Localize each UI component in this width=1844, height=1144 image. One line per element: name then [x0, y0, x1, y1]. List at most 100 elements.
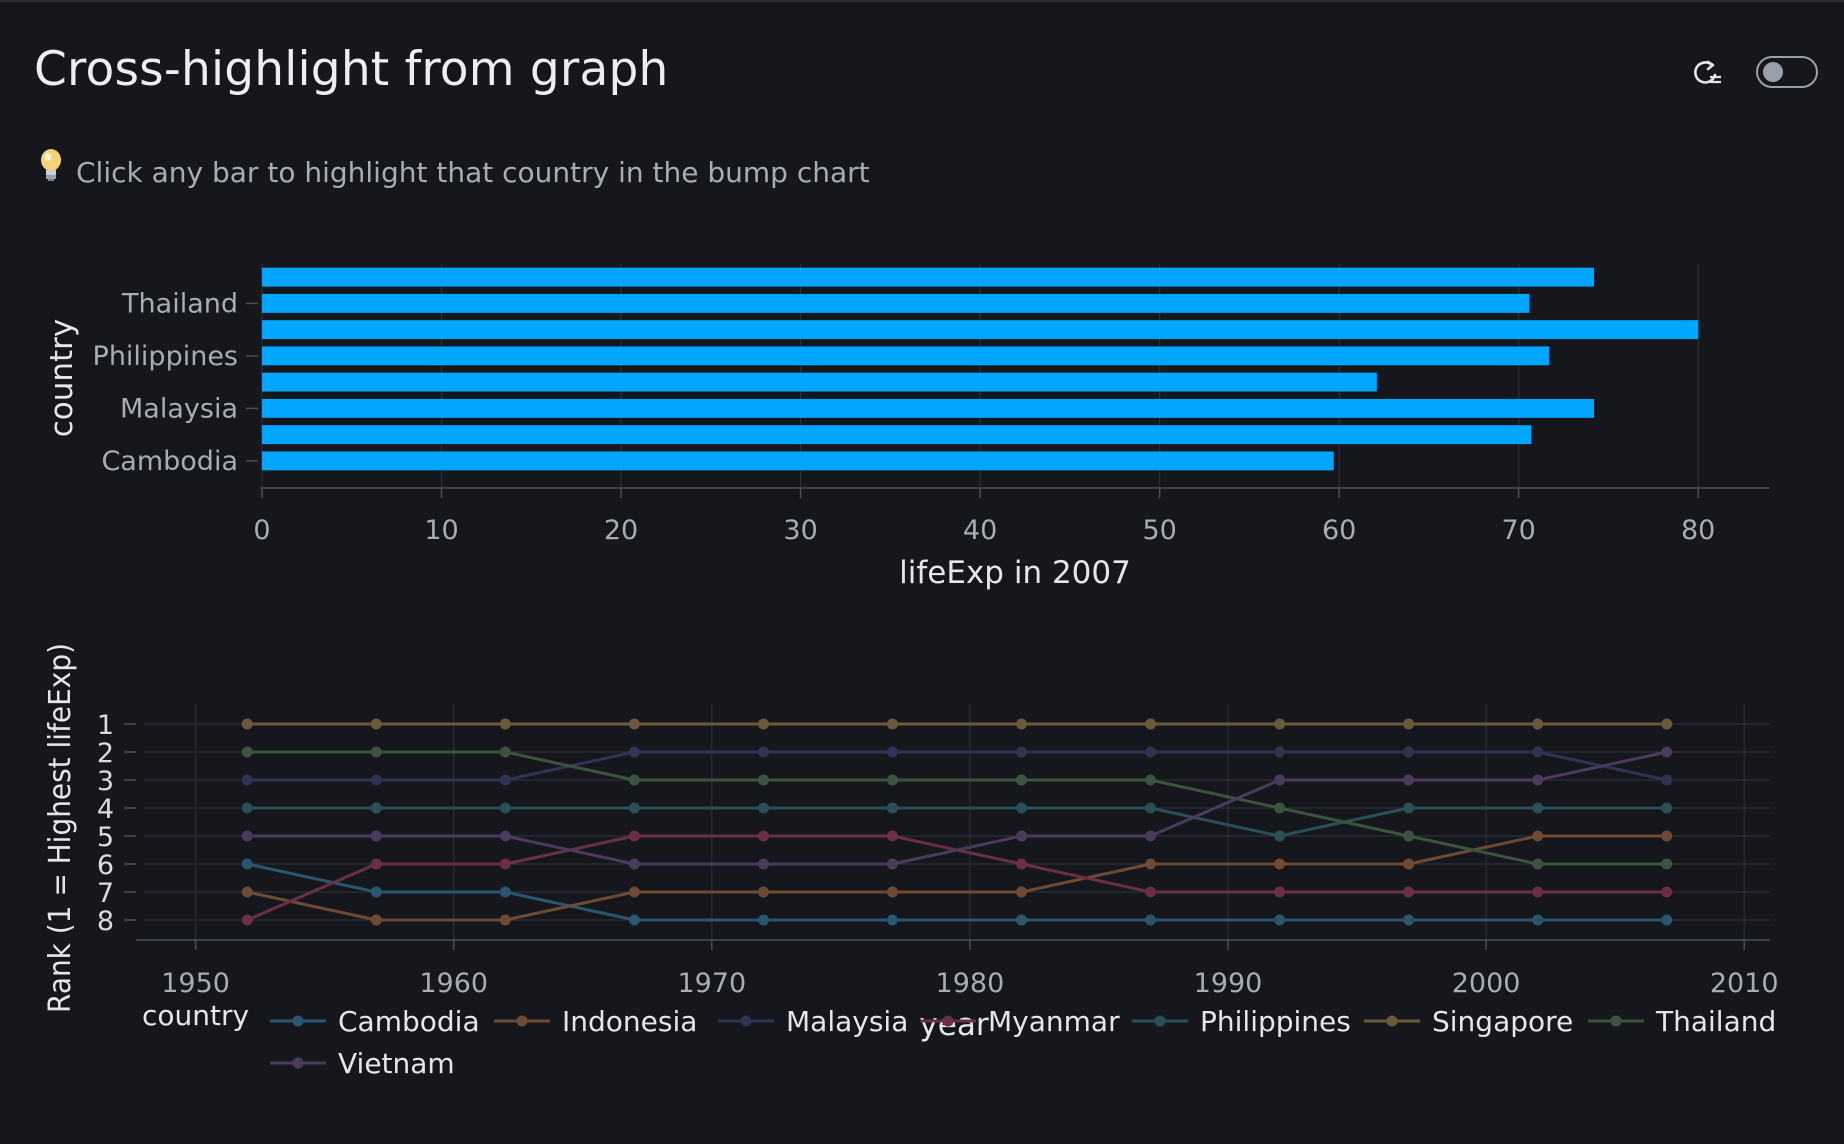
legend-label: Vietnam [338, 1047, 455, 1080]
bar-y-tick-label: Malaysia [120, 393, 238, 424]
bump-point-myanmar [757, 830, 769, 842]
bar-x-tick-label: 80 [1681, 515, 1715, 546]
legend-label: Indonesia [562, 1005, 697, 1038]
bump-point-cambodia [1661, 914, 1673, 926]
bump-point-malaysia [628, 746, 640, 758]
bump-point-indonesia [1532, 830, 1544, 842]
bump-y-tick-label: 3 [97, 766, 114, 797]
bump-point-vietnam [1532, 774, 1544, 786]
bump-point-vietnam [1145, 830, 1157, 842]
bump-point-indonesia [1274, 858, 1286, 870]
bump-point-malaysia [757, 746, 769, 758]
bump-x-axis-title: year [919, 1007, 988, 1043]
bump-point-philippines [886, 802, 898, 814]
legend-item-vietnam[interactable]: Vietnam [270, 1047, 455, 1080]
bump-point-thailand [1274, 802, 1286, 814]
bar-philippines[interactable] [262, 346, 1550, 366]
bump-point-myanmar [1274, 886, 1286, 898]
bump-point-malaysia [1274, 746, 1286, 758]
bump-point-indonesia [886, 886, 898, 898]
bump-point-malaysia [241, 774, 253, 786]
bump-y-axis-title: Rank (1 = Highest lifeExp) [43, 643, 78, 1013]
bump-point-cambodia [370, 886, 382, 898]
bump-point-philippines [1274, 830, 1286, 842]
legend-item-myanmar[interactable]: Myanmar [920, 1005, 1120, 1038]
bump-point-philippines [1145, 802, 1157, 814]
legend-item-thailand[interactable]: Thailand [1588, 1005, 1776, 1038]
bump-point-thailand [1661, 858, 1673, 870]
legend-swatch-marker [1610, 1015, 1622, 1027]
bump-point-vietnam [499, 830, 511, 842]
bump-point-indonesia [757, 886, 769, 898]
bar-malaysia[interactable] [262, 398, 1595, 418]
bump-point-malaysia [499, 774, 511, 786]
bump-point-vietnam [628, 858, 640, 870]
bump-line-myanmar [246, 834, 1667, 922]
bump-point-thailand [1403, 830, 1415, 842]
bump-point-myanmar [1016, 858, 1028, 870]
legend-item-philippines[interactable]: Philippines [1132, 1005, 1351, 1038]
bump-point-singapore [370, 718, 382, 730]
bump-point-thailand [886, 774, 898, 786]
legend-swatch-marker [292, 1057, 304, 1069]
legend-label: Malaysia [786, 1005, 908, 1038]
bump-point-vietnam [1016, 830, 1028, 842]
bump-point-indonesia [628, 886, 640, 898]
bump-point-vietnam [1661, 746, 1673, 758]
bump-point-philippines [499, 802, 511, 814]
bump-point-vietnam [1274, 774, 1286, 786]
bar-x-tick-label: 20 [604, 515, 638, 546]
bar-marks[interactable] [262, 267, 1699, 471]
legend-item-singapore[interactable]: Singapore [1364, 1005, 1573, 1038]
bump-y-tick-label: 4 [97, 794, 114, 825]
bump-point-indonesia [1403, 858, 1415, 870]
bump-y-tick-label: 2 [97, 738, 114, 769]
bump-point-cambodia [1016, 914, 1028, 926]
bar-vietnam[interactable] [262, 267, 1595, 287]
bump-point-philippines [1016, 802, 1028, 814]
bump-x-tick-label: 1960 [419, 968, 488, 999]
bump-point-indonesia [1145, 858, 1157, 870]
bump-point-philippines [1532, 802, 1544, 814]
bump-point-singapore [1532, 718, 1544, 730]
bar-x-tick-label: 30 [783, 515, 817, 546]
bar-singapore[interactable] [262, 320, 1699, 340]
bump-point-philippines [241, 802, 253, 814]
lightbulb-icon [38, 148, 68, 189]
theme-toggle[interactable] [1756, 56, 1818, 88]
reset-view-icon[interactable] [1690, 56, 1724, 90]
bump-point-philippines [1403, 802, 1415, 814]
bump-line-malaysia [247, 750, 1668, 782]
bump-point-cambodia [1403, 914, 1415, 926]
bar-thailand[interactable] [262, 293, 1530, 313]
bar-x-axis: 0 10 20 30 40 50 60 70 80 [253, 488, 1715, 546]
bar-cambodia[interactable] [262, 451, 1334, 471]
toggle-knob [1763, 62, 1783, 82]
bump-line-vietnam [247, 750, 1668, 866]
bar-x-tick-label: 0 [253, 515, 270, 546]
bar-x-tick-label: 60 [1322, 515, 1356, 546]
bump-point-malaysia [1145, 746, 1157, 758]
bump-lines [241, 718, 1673, 926]
bump-legend[interactable]: country Cambodia Indonesia Malaysia Myanmar P… [142, 999, 1776, 1080]
legend-item-indonesia[interactable]: Indonesia [494, 1005, 697, 1038]
bar-indonesia[interactable] [262, 425, 1532, 445]
bump-grid [136, 704, 1770, 941]
bar-myanmar[interactable] [262, 372, 1377, 392]
bump-point-myanmar [499, 858, 511, 870]
bump-point-cambodia [241, 858, 253, 870]
legend-swatch-marker [516, 1015, 528, 1027]
legend-label: Thailand [1655, 1005, 1776, 1038]
bump-point-philippines [628, 802, 640, 814]
legend-item-malaysia[interactable]: Malaysia [718, 1005, 908, 1038]
bump-point-thailand [628, 774, 640, 786]
legend-item-cambodia[interactable]: Cambodia [270, 1005, 480, 1038]
bump-line-cambodia [246, 862, 1667, 922]
bump-point-myanmar [1661, 886, 1673, 898]
bar-y-axis: Cambodia Malaysia Philippines Thailand [93, 288, 258, 477]
bump-point-thailand [499, 746, 511, 758]
bump-x-tick-label: 2010 [1710, 968, 1779, 999]
bump-point-singapore [628, 718, 640, 730]
legend-swatch-marker [740, 1015, 752, 1027]
